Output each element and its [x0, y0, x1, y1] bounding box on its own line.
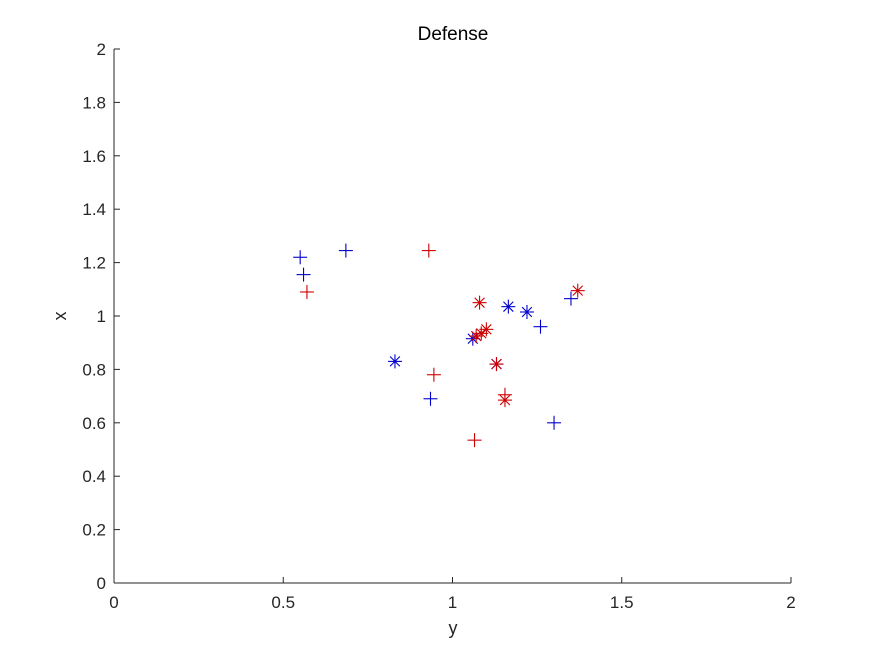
plus-marker [563, 291, 578, 306]
star-marker [472, 295, 487, 310]
x-tick-label: 0.5 [271, 593, 295, 612]
plus-marker [421, 243, 436, 258]
tick-group: 0 0.5 1 1.5 2 0 0.2 0.4 0.6 0.8 1 1.2 1.4 1.6 1.8 2 [82, 40, 795, 612]
x-tick-label: 1 [448, 593, 457, 612]
y-tick-label: 0.2 [82, 521, 106, 540]
plus-marker [338, 243, 353, 258]
y-tick-label: 1.6 [82, 147, 106, 166]
y-tick-label: 0 [97, 574, 106, 593]
plus-marker [423, 391, 438, 406]
y-axis-label: x [50, 312, 70, 321]
x-tick-label: 1.5 [610, 593, 634, 612]
star-marker [474, 326, 489, 341]
marker-group [293, 243, 585, 448]
y-tick-label: 1 [97, 307, 106, 326]
star-marker [469, 329, 484, 344]
y-tick-label: 1.2 [82, 254, 106, 273]
star-marker [497, 393, 512, 408]
y-tick-label: 1.4 [82, 200, 106, 219]
star-marker [489, 357, 504, 372]
y-tick-label: 0.6 [82, 414, 106, 433]
plus-marker [293, 250, 308, 265]
y-tick-label: 2 [97, 40, 106, 59]
star-marker [479, 322, 494, 337]
y-tick-label: 0.8 [82, 360, 106, 379]
plus-marker [296, 267, 311, 282]
y-tick-label: 0.4 [82, 467, 106, 486]
star-marker [570, 283, 585, 298]
star-marker [519, 304, 534, 319]
chart-title: Defense [418, 24, 489, 45]
y-tick-label: 1.8 [82, 93, 106, 112]
star-marker [387, 354, 402, 369]
plus-marker [547, 415, 562, 430]
x-axis-label: y [449, 618, 458, 638]
x-tick-label: 0 [109, 593, 118, 612]
plus-marker [467, 433, 482, 448]
x-tick-label: 2 [786, 593, 795, 612]
plus-marker [299, 284, 314, 299]
plus-marker [533, 319, 548, 334]
plus-marker [426, 367, 441, 382]
star-marker [501, 299, 516, 314]
